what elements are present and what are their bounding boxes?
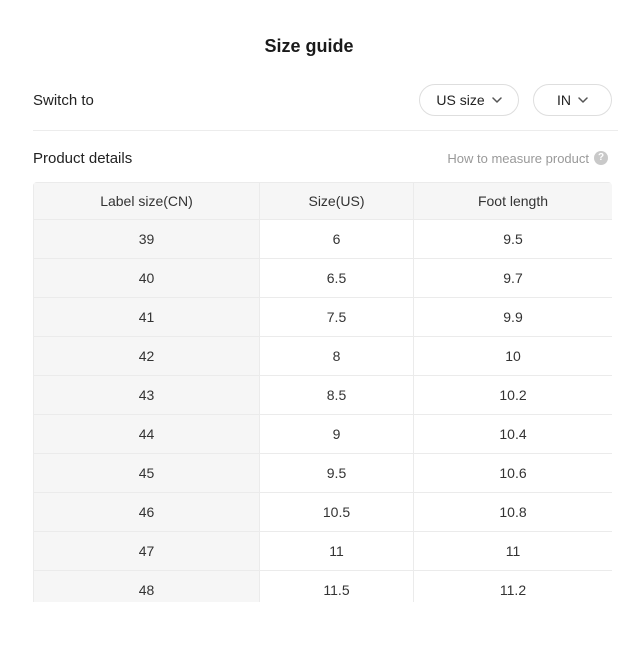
page-title: Size guide: [264, 36, 354, 56]
table-row: 41 7.5 9.9: [33, 297, 612, 337]
region-select-label: IN: [557, 92, 571, 108]
section-row: Product details How to measure product ?: [0, 148, 618, 168]
column-header-label-size-cn: Label size(CN): [33, 182, 260, 220]
unit-select-button[interactable]: US size: [419, 84, 519, 116]
table-cell: 11: [259, 531, 414, 571]
chevron-down-icon: [491, 97, 502, 103]
table-row: 43 8.5 10.2: [33, 375, 612, 415]
how-to-measure-label: How to measure product: [447, 150, 589, 166]
table-cell: 10.5: [259, 492, 414, 532]
table-cell: 40: [33, 258, 260, 298]
table-cell: 9.5: [259, 453, 414, 493]
size-table: Label size(CN) Size(US) Foot length 39 6 9…: [33, 182, 612, 602]
table-cell: 9.7: [413, 258, 612, 298]
table-cell: 7.5: [259, 297, 414, 337]
table-cell: 8: [259, 336, 414, 376]
table-cell: 10: [413, 336, 612, 376]
table-cell: 9: [259, 414, 414, 454]
size-table-body: 39 6 9.5 40 6.5 9.7 41 7.5 9.9 42 8 10 43 8.5 10.2 44 9 1…: [33, 219, 612, 602]
table-row: 39 6 9.5: [33, 219, 612, 259]
size-table-container: Label size(CN) Size(US) Foot length 39 6 9…: [33, 182, 612, 602]
table-row: 44 9 10.4: [33, 414, 612, 454]
table-cell: 46: [33, 492, 260, 532]
table-cell: 45: [33, 453, 260, 493]
table-row: 48 11.5 11.2: [33, 570, 612, 602]
help-icon: ?: [594, 151, 608, 165]
table-cell: 48: [33, 570, 260, 602]
table-cell: 6: [259, 219, 414, 259]
table-cell: 43: [33, 375, 260, 415]
table-cell: 9.9: [413, 297, 612, 337]
table-cell: 9.5: [413, 219, 612, 259]
table-row: 40 6.5 9.7: [33, 258, 612, 298]
region-select-button[interactable]: IN: [533, 84, 612, 116]
table-row: 46 10.5 10.8: [33, 492, 612, 532]
table-row: 45 9.5 10.6: [33, 453, 612, 493]
table-cell: 41: [33, 297, 260, 337]
table-cell: 39: [33, 219, 260, 259]
switch-to-label: Switch to: [33, 91, 94, 109]
table-cell: 6.5: [259, 258, 414, 298]
table-cell: 8.5: [259, 375, 414, 415]
product-details-label: Product details: [33, 149, 133, 167]
table-cell: 10.4: [413, 414, 612, 454]
size-guide-panel: Size guide Switch to US size IN Product …: [0, 34, 618, 663]
table-header-row: Label size(CN) Size(US) Foot length: [33, 182, 612, 220]
switch-controls: US size IN: [419, 84, 612, 116]
table-cell: 44: [33, 414, 260, 454]
table-cell: 10.8: [413, 492, 612, 532]
column-header-foot-length: Foot length: [413, 182, 612, 220]
table-cell: 11: [413, 531, 612, 571]
table-cell: 11.5: [259, 570, 414, 602]
table-row: 47 11 11: [33, 531, 612, 571]
table-cell: 10.2: [413, 375, 612, 415]
column-header-size-us: Size(US): [259, 182, 414, 220]
table-row: 42 8 10: [33, 336, 612, 376]
table-cell: 47: [33, 531, 260, 571]
chevron-down-icon: [578, 97, 588, 103]
divider: [33, 130, 618, 131]
how-to-measure-link[interactable]: How to measure product ?: [447, 151, 608, 166]
table-cell: 10.6: [413, 453, 612, 493]
unit-select-label: US size: [436, 92, 485, 108]
table-cell: 42: [33, 336, 260, 376]
switch-row: Switch to US size IN: [0, 84, 618, 116]
table-cell: 11.2: [413, 570, 612, 602]
